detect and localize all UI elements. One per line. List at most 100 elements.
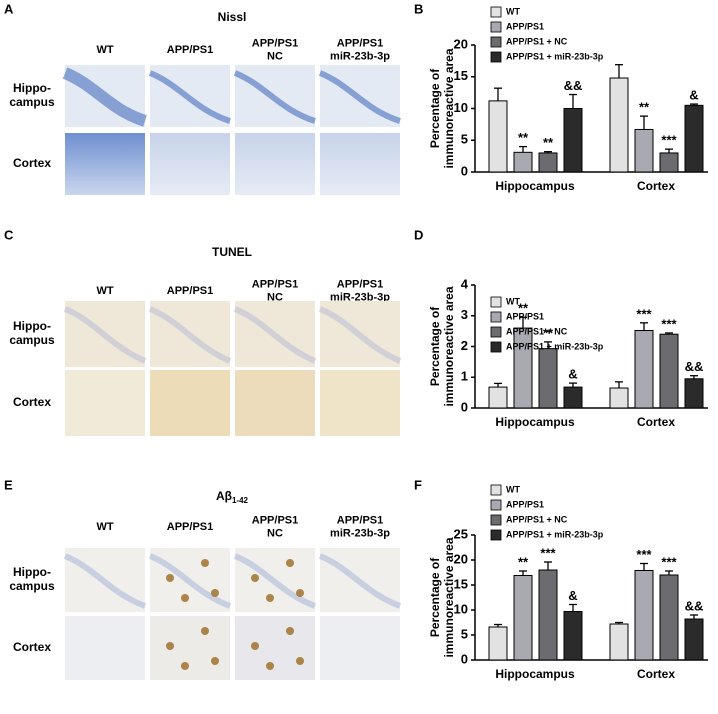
bar (513, 575, 533, 661)
x-tick-label: Cortex (637, 415, 675, 429)
legend-swatch (490, 311, 502, 323)
y-tick-label: 20 (454, 551, 468, 566)
column-label: APP/PS1 (167, 521, 213, 533)
x-tick-label: Cortex (637, 667, 675, 681)
panel-title-text: Nissl (218, 10, 247, 24)
hippocampus-band (233, 306, 317, 364)
bar (513, 151, 533, 173)
annotation: *** (636, 306, 652, 321)
legend-swatch (490, 51, 502, 63)
panel-title: Aβ1-42 (216, 489, 249, 505)
column-label: miR-23b-3p (330, 291, 390, 303)
annotation: *** (540, 545, 556, 560)
legend-swatch (490, 499, 502, 511)
legend-label: APP/PS1 + NC (506, 326, 568, 336)
panel-letter: A (4, 1, 14, 16)
bar (563, 611, 583, 661)
bar (488, 100, 508, 173)
panel-title-subscript: 1-42 (232, 496, 249, 505)
annotation: & (568, 367, 577, 382)
bar (684, 378, 704, 409)
micrograph (320, 616, 400, 680)
y-axis-label: Percentage of (428, 68, 442, 148)
bar (563, 386, 583, 409)
x-tick-label: Hippocampus (495, 667, 575, 681)
x-tick-label: Cortex (637, 179, 675, 193)
bar (634, 330, 654, 409)
row-label: Cortex (13, 640, 51, 654)
legend-swatch (490, 341, 502, 353)
y-tick-label: 1 (461, 369, 468, 384)
plaque (296, 589, 304, 597)
annotation: && (564, 78, 583, 93)
plaque (251, 574, 259, 582)
legend-label: APP/PS1 (506, 21, 544, 31)
annotation: *** (661, 554, 677, 569)
column-label: APP/PS1 (167, 285, 213, 297)
column-label: APP/PS1 (337, 37, 383, 49)
y-tick-label: 10 (454, 601, 468, 616)
plaque (166, 574, 174, 582)
bar (538, 348, 558, 409)
y-tick-label: 0 (461, 651, 468, 666)
plaque (201, 627, 209, 635)
legend-swatch (490, 326, 502, 338)
panel-letter: F (414, 477, 422, 492)
legend-swatch (490, 36, 502, 48)
y-tick-label: 4 (461, 276, 469, 291)
column-label: APP/PS1 (337, 514, 383, 526)
panel-letter: B (414, 1, 423, 16)
panel-title-text: TUNEL (212, 245, 252, 259)
hippocampus-band (233, 70, 316, 124)
y-tick-label: 20 (454, 36, 468, 51)
legend-label: WT (506, 296, 520, 306)
column-label: APP/PS1 (337, 278, 383, 290)
row-label: campus (9, 579, 55, 593)
hippocampus-band (318, 306, 402, 364)
bar (659, 152, 679, 173)
column-label: miR-23b-3p (330, 50, 390, 62)
y-tick-label: 5 (461, 626, 468, 641)
bar (684, 618, 704, 661)
x-tick-label: Hippocampus (495, 415, 575, 429)
plaque (266, 594, 274, 602)
row-label: Hippo- (13, 81, 51, 95)
annotation: ** (518, 554, 529, 569)
hippocampus-band (148, 306, 232, 364)
panel-title-text: Aβ (216, 489, 232, 503)
annotation: *** (636, 547, 652, 562)
row-label: campus (9, 95, 55, 109)
y-axis-label: immunoreactive area (442, 537, 456, 657)
legend-label: APP/PS1 + miR-23b-3p (506, 341, 604, 351)
micrograph (320, 370, 400, 436)
row-label: Hippo- (13, 319, 51, 333)
plaque (211, 589, 219, 597)
hippocampus-band (62, 67, 147, 127)
panel-letter: D (414, 227, 423, 242)
y-tick-label: 0 (461, 399, 468, 414)
panel-title: Nissl (218, 10, 247, 24)
hippocampus-band (233, 553, 317, 609)
column-label: WT (96, 44, 113, 56)
bar (513, 327, 533, 409)
y-tick-label: 15 (454, 68, 468, 83)
column-label: NC (267, 291, 283, 303)
annotation: ** (543, 325, 554, 340)
y-tick-label: 15 (454, 576, 468, 591)
legend-swatch (490, 296, 502, 308)
annotation: & (689, 87, 698, 102)
hippocampus-band (148, 70, 231, 124)
legend-label: WT (506, 6, 520, 16)
micrograph (65, 370, 145, 436)
annotation: ** (639, 100, 650, 115)
hippocampus-band (63, 553, 147, 609)
y-axis-label: immunoreactive area (442, 286, 456, 406)
annotation: *** (661, 316, 677, 331)
y-tick-label: 3 (461, 307, 468, 322)
y-axis-label: Percentage of (428, 557, 442, 637)
plaque (266, 662, 274, 670)
bar (634, 570, 654, 661)
y-tick-label: 2 (461, 338, 468, 353)
annotation: ** (518, 130, 529, 145)
